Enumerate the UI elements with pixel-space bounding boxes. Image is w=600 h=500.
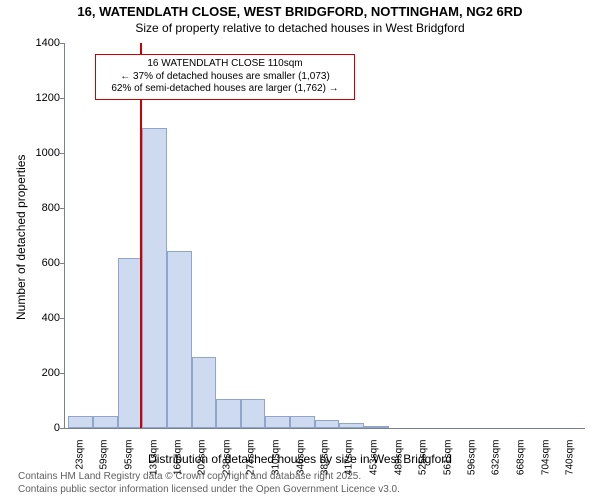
y-axis-label: Number of detached properties — [14, 155, 28, 320]
y-tick-mark — [60, 98, 64, 99]
property-marker-line — [140, 43, 142, 428]
y-tick-mark — [60, 373, 64, 374]
annotation-box: 16 WATENDLATH CLOSE 110sqm← 37% of detac… — [95, 54, 355, 100]
x-tick-label: 596sqm — [466, 440, 477, 480]
histogram-bar — [290, 416, 315, 428]
plot-area — [64, 43, 585, 429]
x-tick-label: 525sqm — [418, 440, 429, 480]
histogram-bar — [192, 357, 217, 429]
histogram-bar — [315, 420, 340, 428]
annotation-line3: 62% of semi-detached houses are larger (… — [102, 83, 348, 96]
y-tick-mark — [60, 208, 64, 209]
chart-subtitle: Size of property relative to detached ho… — [0, 21, 600, 35]
y-tick-mark — [60, 153, 64, 154]
histogram-bar — [118, 258, 143, 429]
y-tick-label: 1200 — [36, 92, 60, 104]
y-tick-label: 600 — [42, 257, 60, 269]
histogram-bar — [142, 128, 167, 428]
x-tick-label: 202sqm — [197, 440, 208, 480]
annotation-line1: 16 WATENDLATH CLOSE 110sqm — [102, 58, 348, 71]
histogram-bar — [68, 416, 93, 428]
y-tick-label: 400 — [42, 312, 60, 324]
histogram-bar — [93, 416, 118, 428]
x-tick-label: 238sqm — [221, 440, 232, 480]
chart-title: 16, WATENDLATH CLOSE, WEST BRIDGFORD, NO… — [0, 4, 600, 19]
x-tick-label: 417sqm — [344, 440, 355, 480]
x-tick-label: 382sqm — [320, 440, 331, 480]
x-tick-label: 131sqm — [148, 440, 159, 480]
y-tick-mark — [60, 43, 64, 44]
x-tick-label: 489sqm — [393, 440, 404, 480]
x-tick-label: 166sqm — [172, 440, 183, 480]
x-tick-label: 561sqm — [442, 440, 453, 480]
histogram-bar — [265, 416, 290, 428]
histogram-bar — [241, 399, 266, 428]
y-tick-mark — [60, 263, 64, 264]
x-tick-label: 95sqm — [124, 440, 135, 480]
histogram-bar — [339, 423, 364, 428]
x-tick-label: 632sqm — [491, 440, 502, 480]
x-tick-label: 23sqm — [74, 440, 85, 480]
x-tick-label: 453sqm — [368, 440, 379, 480]
y-tick-label: 1400 — [36, 37, 60, 49]
y-tick-label: 800 — [42, 202, 60, 214]
y-tick-label: 1000 — [36, 147, 60, 159]
x-tick-label: 346sqm — [295, 440, 306, 480]
histogram-bar — [364, 426, 389, 428]
x-tick-label: 310sqm — [271, 440, 282, 480]
y-tick-label: 200 — [42, 367, 60, 379]
y-tick-mark — [60, 318, 64, 319]
histogram-bar — [216, 399, 241, 428]
x-tick-label: 59sqm — [99, 440, 110, 480]
histogram-bar — [167, 251, 192, 428]
footer-line2: Contains public sector information licen… — [18, 483, 400, 496]
annotation-line2: ← 37% of detached houses are smaller (1,… — [102, 71, 348, 84]
x-tick-label: 704sqm — [540, 440, 551, 480]
x-tick-label: 668sqm — [516, 440, 527, 480]
x-tick-label: 274sqm — [246, 440, 257, 480]
y-tick-mark — [60, 428, 64, 429]
x-tick-label: 740sqm — [565, 440, 576, 480]
chart-container: 16, WATENDLATH CLOSE, WEST BRIDGFORD, NO… — [0, 0, 600, 500]
